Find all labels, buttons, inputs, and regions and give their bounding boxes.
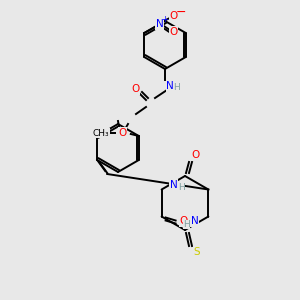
Text: O: O bbox=[170, 11, 178, 21]
Text: CH₃: CH₃ bbox=[92, 128, 109, 137]
Text: O: O bbox=[117, 130, 125, 140]
Text: N: N bbox=[166, 81, 174, 91]
Text: N: N bbox=[170, 179, 178, 190]
Text: N: N bbox=[156, 19, 164, 29]
Text: O: O bbox=[119, 128, 127, 138]
Text: O: O bbox=[191, 150, 199, 160]
Text: O: O bbox=[131, 84, 139, 94]
Text: +: + bbox=[161, 16, 168, 25]
Text: H: H bbox=[178, 183, 185, 192]
Text: N: N bbox=[190, 217, 198, 226]
Text: H: H bbox=[174, 83, 180, 92]
Text: S: S bbox=[194, 247, 200, 257]
Text: H: H bbox=[183, 220, 190, 229]
Text: O: O bbox=[170, 27, 178, 37]
Text: −: − bbox=[176, 5, 186, 19]
Text: O: O bbox=[179, 217, 188, 226]
